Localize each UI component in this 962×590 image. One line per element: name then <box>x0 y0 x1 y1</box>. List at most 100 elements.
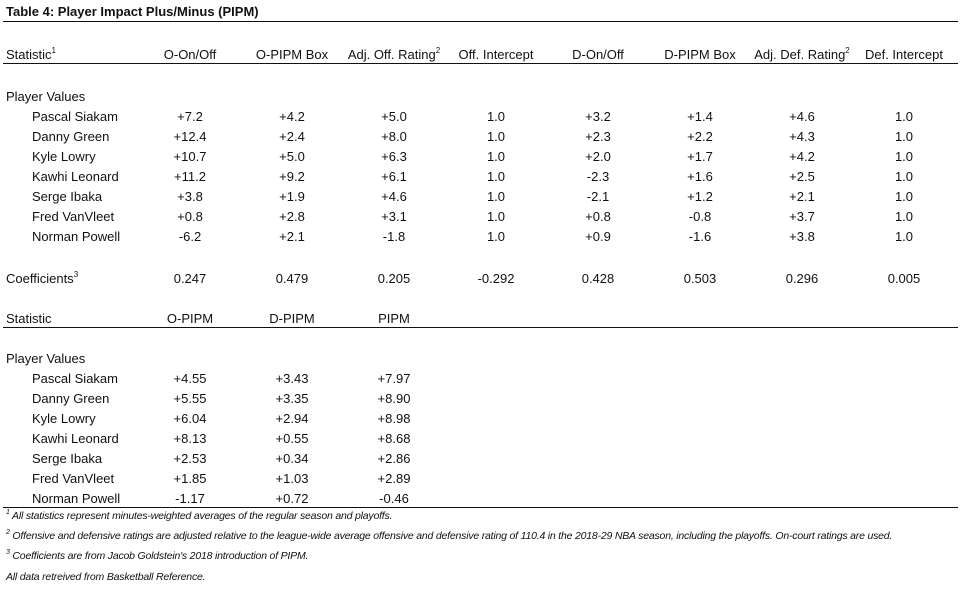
table-row: Serge Ibaka +3.8 +1.9 +4.6 1.0 -2.1 +1.2 +2.1 1.… <box>0 186 962 206</box>
table-cell: +2.53 <box>139 451 241 466</box>
table-cell-text: +2.8 <box>279 208 305 224</box>
footnote: 3 Coefficients are from Jacob Goldstein'… <box>6 549 308 562</box>
table-cell: +2.8 <box>241 209 343 224</box>
section-row: Player Values <box>0 86 962 106</box>
table-cell-text: +2.53 <box>173 450 207 466</box>
player-name: Kyle Lowry <box>0 149 139 164</box>
table-cell: +4.6 <box>343 189 445 204</box>
table-cell: -6.2 <box>139 229 241 244</box>
table-cell-text: +4.3 <box>789 128 815 144</box>
table-cell-text: +8.90 <box>377 390 411 406</box>
coefficient-cell: 0.503 <box>649 271 751 286</box>
table-cell: +11.2 <box>139 169 241 184</box>
table-cell: +3.35 <box>241 391 343 406</box>
table-cell-text: +0.72 <box>275 490 309 506</box>
table-cell: +4.3 <box>751 129 853 144</box>
player-name: Kyle Lowry <box>0 411 139 426</box>
table-cell-text: +8.98 <box>377 410 411 426</box>
table-cell-text: +7.2 <box>177 108 203 124</box>
footnote-marker: 2 <box>435 45 441 55</box>
table-cell: +2.94 <box>241 411 343 426</box>
column-header: D-On/Off <box>547 47 649 62</box>
footnote-marker: 2 <box>845 45 850 55</box>
table-cell-text: +7.97 <box>377 370 411 386</box>
table-cell-text: +1.85 <box>173 470 207 486</box>
table-cell: 1.0 <box>445 189 547 204</box>
table-cell-text: 1.0 <box>894 188 914 204</box>
player-name-text: Fred VanVleet <box>32 470 115 486</box>
column-header-text: O-On/Off <box>163 46 217 62</box>
table-cell-text: +4.2 <box>789 148 815 164</box>
table-row: Kyle Lowry +10.7 +5.0 +6.3 1.0 +2.0 +1.7 +4.2 1.… <box>0 146 962 166</box>
column-header-text: Statistic <box>6 46 52 62</box>
table-cell: +6.04 <box>139 411 241 426</box>
table-cell: 1.0 <box>853 229 955 244</box>
table-cell: 1.0 <box>445 169 547 184</box>
table-cell: +8.0 <box>343 129 445 144</box>
table-cell-text: +2.4 <box>279 128 305 144</box>
table-cell: -2.3 <box>547 169 649 184</box>
coefficients-row: Coefficients3 0.247 0.479 0.205 -0.292 0.428 0… <box>0 268 962 288</box>
table-cell: 1.0 <box>445 229 547 244</box>
coefficient-cell-text: 0.205 <box>377 270 411 286</box>
table-cell-text: 1.0 <box>486 208 506 224</box>
player-name-text: Kawhi Leonard <box>32 168 119 184</box>
player-name: Pascal Siakam <box>0 371 139 386</box>
column-header-text: Statistic <box>6 310 52 326</box>
column-header-text: O-PIPM Box <box>255 46 329 62</box>
table-cell: 1.0 <box>445 129 547 144</box>
section-label: Player Values <box>0 351 139 366</box>
section-label-text: Player Values <box>6 350 86 366</box>
footnote: All data retreived from Basketball Refer… <box>6 571 206 583</box>
table-cell: +2.5 <box>751 169 853 184</box>
player-name: Serge Ibaka <box>0 451 139 466</box>
table-cell: +2.1 <box>241 229 343 244</box>
table-cell-text: +11.2 <box>174 168 206 184</box>
table-cell: +1.2 <box>649 189 751 204</box>
player-name: Norman Powell <box>0 229 139 244</box>
table-row: Kawhi Leonard +8.13 +0.55 +8.68 <box>0 428 962 448</box>
table-cell-text: +2.0 <box>585 148 611 164</box>
coefficient-cell: 0.296 <box>751 271 853 286</box>
table-cell-text: +2.1 <box>789 188 815 204</box>
table-cell: 1.0 <box>853 169 955 184</box>
table-cell-text: +0.34 <box>275 450 309 466</box>
table-cell: +7.2 <box>139 109 241 124</box>
table-cell: +8.13 <box>139 431 241 446</box>
table-cell: 1.0 <box>853 209 955 224</box>
table-cell: +4.2 <box>241 109 343 124</box>
table-cell-text: -0.8 <box>688 208 712 224</box>
table-cell-text: +8.68 <box>377 430 411 446</box>
table-cell-text: 1.0 <box>894 208 914 224</box>
table-cell: +3.8 <box>139 189 241 204</box>
player-name: Pascal Siakam <box>0 109 139 124</box>
table-cell: +2.2 <box>649 129 751 144</box>
table-cell: +0.9 <box>547 229 649 244</box>
table-cell-text: +6.3 <box>381 148 407 164</box>
table-cell-text: +3.8 <box>789 228 815 244</box>
table-cell-text: +4.2 <box>279 108 305 124</box>
table-cell-text: 1.0 <box>486 188 506 204</box>
table-cell-text: +1.7 <box>687 148 713 164</box>
table-cell: 1.0 <box>853 109 955 124</box>
column-header: Adj. Def. Rating2 <box>751 45 853 62</box>
coefficients-label: Coefficients3 <box>0 270 139 286</box>
section-row: Player Values <box>0 348 962 368</box>
table-cell-text: 1.0 <box>894 228 914 244</box>
table-cell: 1.0 <box>445 209 547 224</box>
table-cell-text: +3.7 <box>789 208 815 224</box>
column-header: O-PIPM Box <box>241 47 343 62</box>
table-row: Kyle Lowry +6.04 +2.94 +8.98 <box>0 408 962 428</box>
table-cell-text: -1.6 <box>688 228 712 244</box>
table-cell-text: 1.0 <box>894 168 914 184</box>
column-header-text: Off. Intercept <box>458 46 534 62</box>
player-name-text: Pascal Siakam <box>32 370 118 386</box>
player-name: Fred VanVleet <box>0 471 139 486</box>
table-cell-text: +9.2 <box>279 168 305 184</box>
footnote-marker: 1 <box>51 45 56 55</box>
table-cell: +8.68 <box>343 431 445 446</box>
table-cell: +7.97 <box>343 371 445 386</box>
footnote-marker: 2 <box>6 529 10 536</box>
table-cell-text: +12.4 <box>173 128 207 144</box>
table-cell-text: -0.46 <box>379 490 409 506</box>
